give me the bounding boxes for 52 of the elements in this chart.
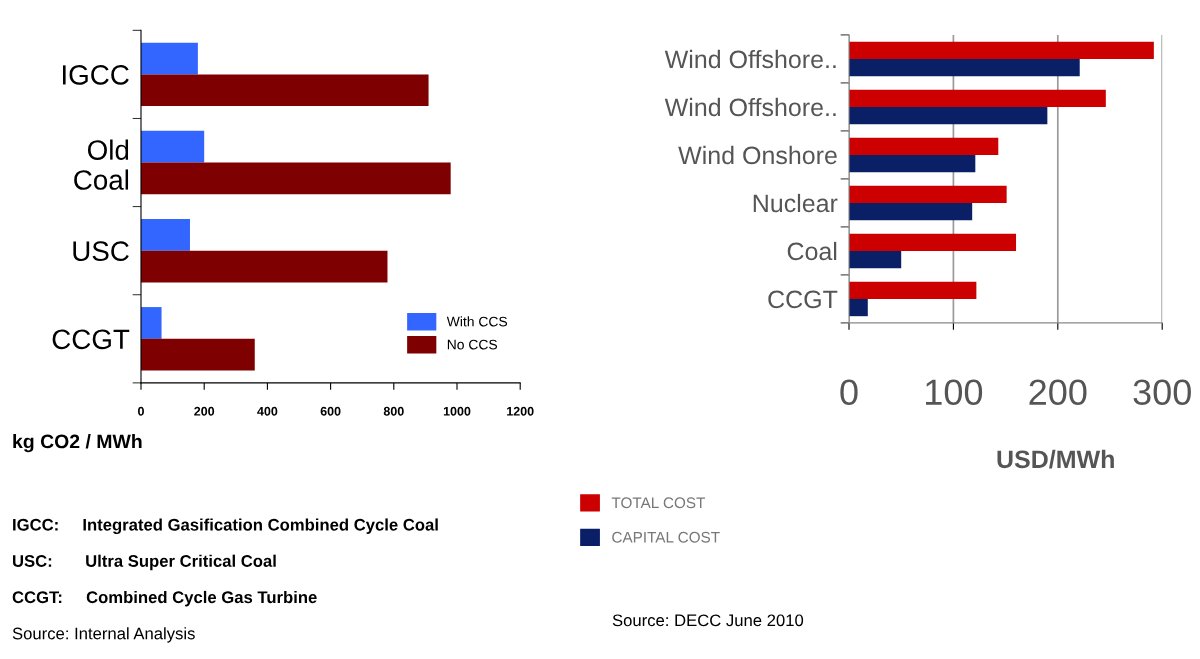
bar xyxy=(849,202,973,221)
bar xyxy=(141,250,388,283)
x-tick-label: 100 xyxy=(926,379,983,405)
bar xyxy=(141,42,198,75)
y-tick-label: Coal xyxy=(787,241,837,261)
bar xyxy=(141,130,205,163)
x-tick-label: 800 xyxy=(383,406,404,416)
bar xyxy=(849,106,1048,125)
bar xyxy=(141,338,255,371)
y-tick-label: Nuclear xyxy=(753,193,838,213)
legend-label: TOTAL COST xyxy=(611,497,706,509)
x-tick-label: 1000 xyxy=(443,406,471,416)
bar xyxy=(849,154,976,173)
x-tick-label: 600 xyxy=(320,406,341,416)
bar xyxy=(141,74,429,107)
y-tick-label: CCGT xyxy=(768,290,838,309)
x-tick-label: 300 xyxy=(1133,379,1191,405)
bar xyxy=(849,41,1154,59)
y-tick-label: IGCC xyxy=(63,65,129,85)
bar xyxy=(849,137,999,155)
bar xyxy=(849,298,868,317)
x-tick-label: 0 xyxy=(138,406,144,416)
bar xyxy=(141,307,162,339)
bar xyxy=(849,281,977,299)
bar xyxy=(849,58,1080,77)
x-tick-label: 0 xyxy=(840,379,858,405)
x-axis-title: USD/MWh xyxy=(997,449,1114,469)
text: IGCC: Integrated Gasification Combined Cycle Coal xyxy=(13,518,438,535)
text: CCGT: Combined Cycle Gas Turbine xyxy=(12,590,317,607)
bar xyxy=(849,233,1017,251)
y-tick-label: Wind Onshore xyxy=(678,145,837,165)
bar xyxy=(141,218,190,251)
bar xyxy=(141,162,451,195)
text: USC: Ultra Super Critical Coal xyxy=(13,554,276,571)
x-tick-label: 1200 xyxy=(507,406,534,416)
y-tick-label: USC xyxy=(73,241,129,262)
x-tick-label: 200 xyxy=(1029,379,1087,405)
y-tick-label: Old Coal xyxy=(74,139,129,190)
legend-label: No CCS xyxy=(447,339,498,350)
x-axis-title: kg CO2 / MWh xyxy=(13,434,142,453)
x-tick-label: 200 xyxy=(194,406,215,416)
y-tick-label: CCGT xyxy=(52,329,130,350)
bar xyxy=(849,89,1106,107)
y-tick-label: Wind Offshore.. xyxy=(664,49,836,69)
bar xyxy=(849,250,902,269)
legend-label: CAPITAL COST xyxy=(612,531,720,543)
x-tick-label: 400 xyxy=(257,406,278,416)
source-note: Source: Internal Analysis xyxy=(12,627,195,643)
bar xyxy=(849,185,1007,203)
y-tick-label: Wind Offshore.. xyxy=(664,97,836,117)
legend-label: With CCS xyxy=(446,316,508,327)
source-note: Source: DECC June 2010 xyxy=(612,614,804,627)
